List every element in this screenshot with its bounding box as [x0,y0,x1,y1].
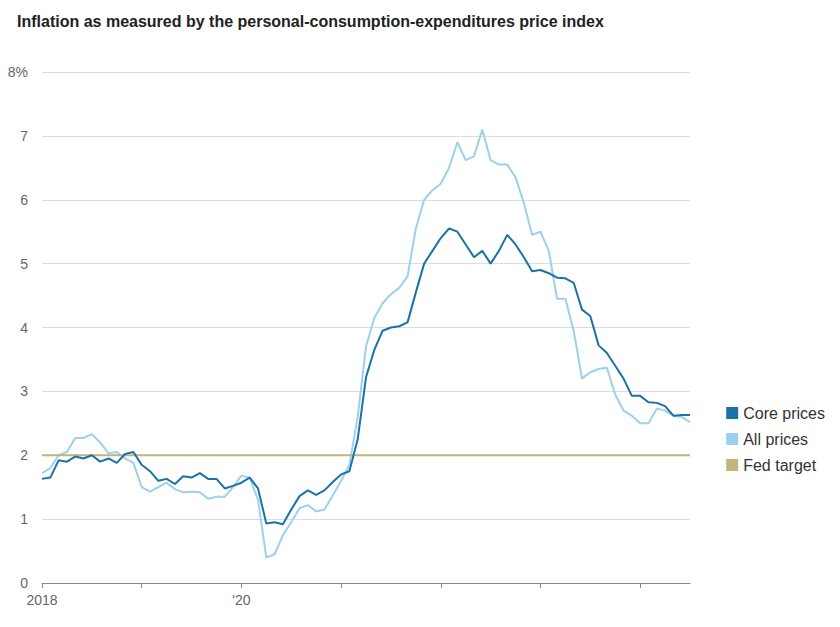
svg-text:5: 5 [20,256,28,272]
svg-text:8%: 8% [8,64,28,80]
svg-text:1: 1 [20,511,28,527]
svg-text:6: 6 [20,192,28,208]
svg-text:0: 0 [20,575,28,591]
svg-text:4: 4 [20,320,28,336]
svg-text:3: 3 [20,383,28,399]
svg-text:Core prices: Core prices [743,405,825,422]
svg-text:Inflation as measured by the p: Inflation as measured by the personal-co… [17,13,604,30]
svg-text:Fed target: Fed target [743,457,816,474]
svg-text:All prices: All prices [743,431,808,448]
svg-text:2018: 2018 [26,592,57,608]
svg-text:7: 7 [20,128,28,144]
svg-text:2: 2 [20,447,28,463]
svg-text:'20: '20 [232,592,250,608]
